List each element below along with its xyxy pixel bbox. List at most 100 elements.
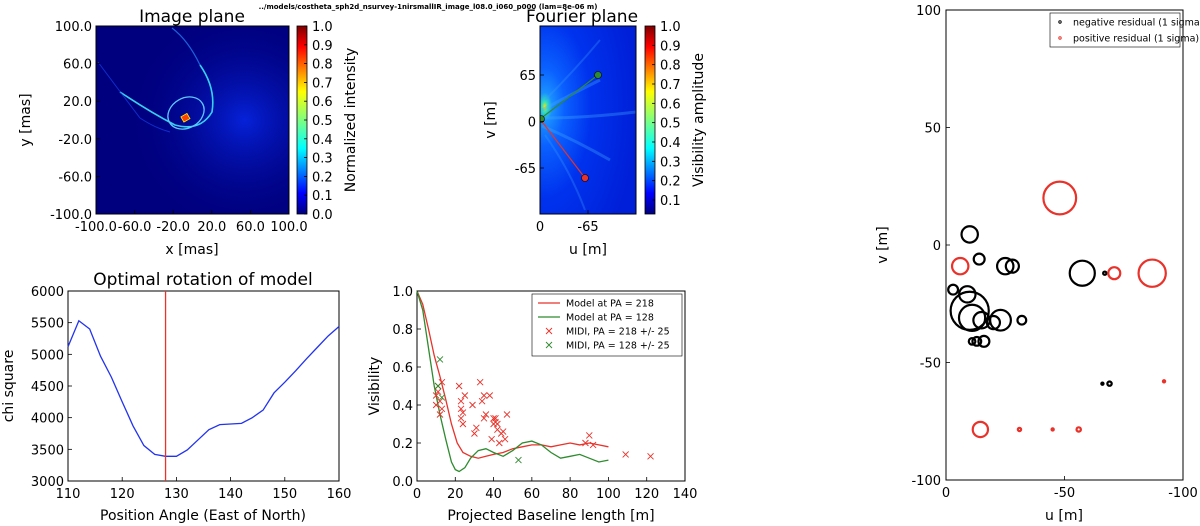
- image-colorbar-tick-label: 0.2: [312, 170, 333, 185]
- model-line-1: [416, 290, 609, 473]
- residual-x-tick-label: -50: [1054, 486, 1075, 501]
- legend-marker: [1058, 36, 1062, 40]
- image-plane-y-tick-label: -100.0: [50, 208, 92, 223]
- image-colorbar-tick-label: 0.7: [312, 76, 333, 91]
- legend-entry: negative residual (1 sigma): [1073, 18, 1200, 29]
- positive-residual-marker: [1075, 426, 1083, 433]
- positive-residual-marker: [971, 420, 990, 439]
- rotation-y-tick-label: 4000: [31, 412, 64, 427]
- baseline-red: [540, 118, 586, 179]
- rotation-title: Optimal rotation of model: [93, 270, 312, 290]
- fourier-colorbar-tick-label: 0.3: [660, 155, 681, 170]
- midi-point-2: [582, 439, 589, 447]
- negative-residual-marker: [1106, 380, 1113, 387]
- residual-y-tick-label: 100: [916, 4, 941, 19]
- fourier-colorbar-tick-label: 1.0: [660, 20, 681, 35]
- midi-point-2: [457, 405, 465, 413]
- midi-point-2: [455, 382, 463, 390]
- fourier-plane-heatmap: [540, 26, 636, 214]
- midi-point-2: [436, 411, 444, 418]
- residual-xlabel: u [m]: [1045, 508, 1083, 524]
- rotation-ylabel: chi square: [1, 350, 17, 423]
- residual-ylabel: v [m]: [875, 226, 891, 263]
- fourier-plane-title: Fourier plane: [526, 7, 638, 27]
- rotation-y-tick-label: 5000: [31, 348, 64, 363]
- fourier-plane-colorbar-label: Visibility amplitude: [691, 53, 707, 187]
- positive-residual-marker: [1042, 180, 1078, 216]
- rotation-y-tick-label: 6000: [31, 285, 64, 300]
- legend-marker: [1058, 20, 1062, 24]
- image-plane-x-tick-label: -100.0: [75, 220, 117, 235]
- image-colorbar-tick-label: 1.0: [312, 20, 333, 35]
- midi-point-2: [482, 411, 490, 418]
- midi-point-2: [436, 397, 444, 405]
- image-colorbar-tick-label: 0.0: [312, 208, 333, 223]
- visibility-x-tick-label: 60: [524, 487, 541, 502]
- legend-entry: MIDI, PA = 218 +/- 25: [566, 327, 670, 338]
- image-plane-x-tick-label: 100.0: [270, 220, 307, 235]
- visibility-x-tick-label: 40: [485, 487, 502, 502]
- baseline-red-point: [581, 174, 589, 182]
- midi-point-3: [434, 382, 442, 390]
- image-plane-heatmap: [96, 26, 289, 214]
- midi-point-2: [490, 414, 497, 422]
- visibility-x-tick-label: 140: [673, 487, 698, 502]
- residual-y-tick-label: 50: [924, 122, 941, 137]
- negative-residual-marker: [989, 308, 1012, 332]
- image-plane-x-tick-label: -60.0: [118, 220, 152, 235]
- rotation-x-tick-label: 150: [272, 487, 297, 502]
- midi-point-2: [478, 397, 486, 405]
- midi-point-2: [457, 397, 465, 405]
- fourier-plane-v-tick-label: 65: [519, 69, 536, 84]
- rotation-x-tick-label: 110: [56, 487, 81, 502]
- residual-x-tick-label: -100: [1168, 486, 1198, 501]
- residual-x-tick-label: 0: [942, 486, 950, 501]
- positive-residual-marker: [1107, 266, 1122, 281]
- midi-point-2: [494, 420, 501, 428]
- chi-square-line: [67, 319, 340, 457]
- residual-panel: 100 50 0 -50 -100 0 -50 -100 u [m] v [m] negat…: [875, 4, 1200, 524]
- positive-residual-marker: [1161, 379, 1167, 384]
- negative-residual-marker: [972, 252, 986, 266]
- residual-y-tick-label: -50: [920, 357, 941, 372]
- midi-point-2: [432, 392, 440, 399]
- rotation-x-tick-label: 130: [164, 487, 189, 502]
- legend-marker: [545, 327, 553, 335]
- fourier-plane-u-tick-label: 0: [536, 220, 544, 235]
- fourier-colorbar-tick-label: 0.7: [660, 78, 681, 93]
- fourier-colorbar-tick-label: 0.6: [660, 97, 681, 112]
- visibility-y-tick-label: 0.8: [392, 323, 413, 338]
- residual-legend: negative residual (1 sigma) positive resi…: [1049, 12, 1200, 48]
- negative-residual-marker: [1016, 314, 1028, 326]
- image-plane-colorbar-label: Normalized intensity: [343, 48, 359, 193]
- negative-residual-marker: [1102, 270, 1108, 276]
- visibility-x-tick-label: 120: [634, 487, 659, 502]
- legend-entry: positive residual (1 sigma): [1073, 34, 1199, 45]
- midi-point-2: [473, 424, 480, 432]
- negative-residual-marker: [947, 283, 960, 296]
- baseline-origin-point: [540, 115, 545, 123]
- negative-residual-marker: [1004, 258, 1021, 274]
- midi-point-2: [622, 451, 629, 458]
- negative-residual-marker: [960, 225, 979, 244]
- midi-point-2: [476, 378, 484, 386]
- negative-residual-marker: [957, 303, 987, 333]
- visibility-y-tick-label: 0.0: [392, 475, 413, 490]
- midi-point-3: [515, 456, 522, 464]
- rotation-x-tick-label: 140: [218, 487, 243, 502]
- midi-point-2: [647, 452, 654, 460]
- negative-residual-marker: [967, 336, 977, 346]
- figure-suptitle: ../models/costheta_sph2d_nsurvey-1nirsma…: [259, 3, 598, 11]
- fourier-plane-panel: Fourier plane 65 0 -65 0 -65 u [m] v [m] 1.…: [483, 7, 707, 258]
- fourier-plane-v-tick-label: -65: [515, 162, 536, 177]
- visibility-xlabel: Projected Baseline length [m]: [447, 508, 654, 524]
- legend-entry: MIDI, PA = 128 +/- 25: [566, 341, 670, 352]
- baseline-green: [540, 74, 599, 120]
- visibility-x-tick-label: 20: [447, 487, 464, 502]
- rotation-panel: Optimal rotation of model 6000 5500 5000 45…: [1, 270, 351, 524]
- midi-point-2: [459, 420, 467, 428]
- midi-point-3: [438, 394, 446, 401]
- visibility-y-tick-label: 1.0: [392, 285, 413, 300]
- rotation-x-tick-label: 120: [110, 487, 135, 502]
